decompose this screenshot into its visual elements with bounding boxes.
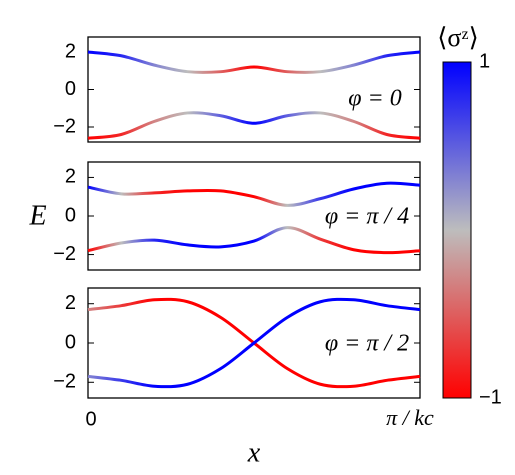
colorbar-tick-label: −1 [479, 386, 502, 408]
band-curve [87, 226, 421, 255]
x-tick-label: π / kc [386, 405, 434, 430]
annotation: φ = π / 4 [325, 204, 409, 230]
y-tick-label: 2 [65, 40, 76, 62]
y-tick-label: −2 [53, 115, 76, 137]
y-tick-label: 0 [65, 204, 76, 226]
band-curve [87, 181, 421, 207]
y-axis-label: E [28, 200, 46, 231]
annotation: φ = π / 2 [325, 331, 409, 357]
y-tick-label: 2 [65, 292, 76, 314]
y-tick-label: 0 [65, 78, 76, 100]
band-curve [87, 111, 421, 140]
y-tick-label: −2 [53, 371, 76, 393]
x-tick-label: 0 [85, 408, 96, 430]
y-tick-label: 0 [65, 331, 76, 353]
y-tick-label: −2 [53, 243, 76, 265]
band-curve [87, 297, 421, 389]
x-axis-label: x [247, 437, 261, 468]
y-tick-label: 2 [65, 166, 76, 188]
colorbar [442, 61, 472, 399]
colorbar-title: ⟨σᶻ⟩ [437, 23, 478, 52]
band-curve [87, 50, 421, 74]
colorbar-tick-label: 1 [479, 50, 490, 72]
annotation: φ = 0 [348, 86, 401, 112]
